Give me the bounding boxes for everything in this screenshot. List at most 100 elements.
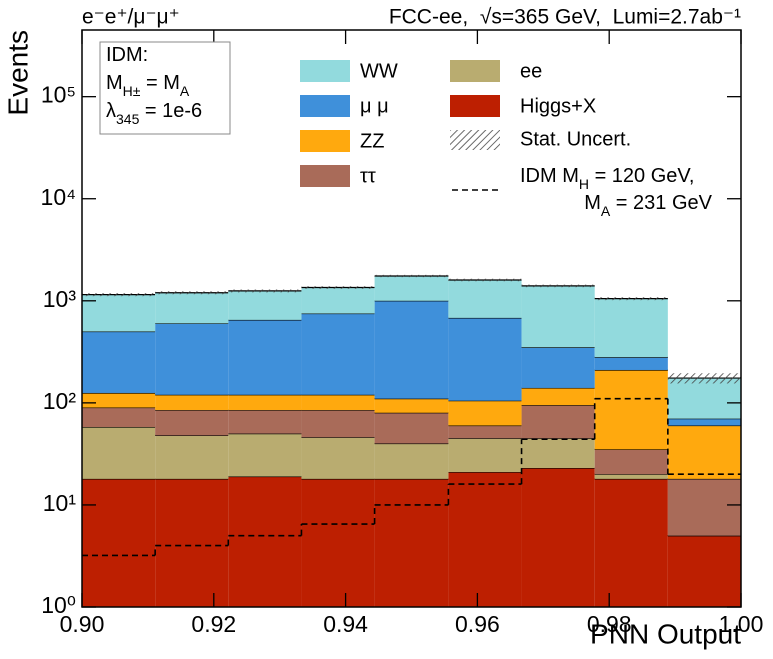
histogram-segment	[594, 357, 668, 370]
histogram-segment	[301, 478, 375, 607]
x-tick-label: 0.98	[587, 611, 632, 637]
legend-label-part: H	[579, 176, 589, 192]
stat-uncertainty	[448, 278, 522, 282]
histogram-segment	[667, 378, 741, 419]
histogram-segment	[448, 400, 522, 426]
legend-label-part: M	[584, 192, 601, 214]
x-tick-label: 1.00	[719, 611, 764, 637]
x-axis-label: PNN Output	[590, 618, 741, 649]
info-box	[99, 41, 231, 135]
legend-label: μ μ	[360, 95, 389, 117]
legend-label: MA = 231 GeV	[584, 192, 712, 218]
y-axis-label: Events	[2, 30, 33, 116]
histogram-segment	[374, 478, 449, 607]
plot-area	[82, 274, 741, 607]
legend-label: WW	[360, 60, 398, 82]
histogram-segment	[448, 279, 522, 318]
info-text: λ345 = 1e-6	[106, 100, 202, 126]
histogram-segment	[155, 410, 229, 436]
histogram-segment	[301, 410, 375, 438]
stat-uncertainty	[374, 274, 449, 278]
info-text: MH± = MA	[106, 72, 190, 98]
histogram-segment	[228, 433, 302, 477]
histogram-segment	[594, 369, 668, 450]
stat-uncertainty	[594, 297, 668, 301]
histogram-segment	[667, 478, 741, 536]
histogram-segment	[667, 535, 741, 607]
histogram-segment	[155, 292, 229, 324]
histogram-segment	[155, 394, 229, 411]
histogram-segment	[667, 418, 741, 426]
histogram-segment	[374, 398, 449, 413]
header-right: FCC-ee, √s=365 GeV, Lumi=2.7ab⁻¹	[389, 6, 741, 29]
legend-swatch	[450, 95, 500, 117]
legend-swatch	[300, 130, 350, 152]
legend-label: ZZ	[360, 130, 384, 152]
info-text-part: H±	[123, 83, 141, 99]
legend-label-part: IDM M	[520, 165, 579, 187]
histogram-segment	[594, 474, 668, 479]
legend-label-part: = 120 GeV,	[589, 165, 694, 187]
legend-label-part: A	[601, 203, 611, 219]
histogram-segment	[448, 438, 522, 473]
legend-label-part: = 231 GeV	[610, 192, 712, 214]
plot-frame	[81, 29, 742, 608]
info-text-part: 345	[116, 111, 140, 127]
y-tick-label: 10²	[43, 388, 77, 414]
histogram-segment	[374, 300, 449, 399]
stat-uncertainty	[155, 291, 229, 295]
legend-swatch	[300, 60, 350, 82]
legend-label: ee	[520, 60, 542, 82]
histogram-segment	[82, 427, 156, 479]
histogram-segment	[521, 438, 595, 469]
histogram-segment	[374, 275, 449, 301]
histogram-segment	[228, 319, 302, 395]
info-text-part: IDM:	[106, 44, 148, 66]
info-text-part: M	[106, 72, 123, 94]
histogram-segment	[155, 435, 229, 479]
histogram-segment	[521, 405, 595, 439]
histogram-segment	[82, 392, 156, 408]
y-tick-label: 10¹	[43, 490, 77, 516]
stat-uncertainty	[301, 286, 375, 289]
histogram-segment	[521, 285, 595, 348]
y-tick-label: 10⁰	[41, 592, 76, 618]
info-text-part: λ	[106, 100, 116, 122]
histogram-segment	[594, 478, 668, 607]
y-tick-label: 10³	[43, 286, 77, 312]
histogram-segment	[521, 347, 595, 388]
stat-uncertainty	[82, 293, 156, 297]
legend-label: ττ	[360, 165, 376, 187]
legend-label: Stat. Uncert.	[520, 128, 631, 150]
x-tick-label: 0.90	[60, 611, 105, 637]
histogram-segment	[82, 294, 156, 332]
histogram-segment	[82, 331, 156, 393]
histogram-segment	[228, 476, 302, 607]
x-tick-label: 0.94	[323, 611, 368, 637]
legend-swatch	[450, 130, 500, 150]
histogram-segment	[228, 290, 302, 320]
histogram-segment	[448, 425, 522, 439]
info-text-part: = M	[140, 72, 179, 94]
stat-uncertainty	[667, 373, 741, 384]
histogram-segment	[521, 387, 595, 406]
histogram-segment	[228, 394, 302, 411]
x-tick-label: 0.92	[191, 611, 236, 637]
y-tick-label: 10⁵	[41, 82, 76, 108]
histogram-segment	[448, 317, 522, 401]
info-text-part: A	[180, 83, 190, 99]
histogram-segment	[374, 443, 449, 479]
histogram-segment	[667, 425, 741, 479]
legend-swatch	[300, 95, 350, 117]
legend-label: Higgs+X	[520, 95, 596, 117]
info-text: IDM:	[106, 44, 148, 66]
histogram-segment	[594, 449, 668, 475]
legend-swatch	[300, 165, 350, 187]
histogram-segment	[155, 323, 229, 395]
stat-uncertainty	[521, 284, 595, 288]
histogram-segment	[374, 412, 449, 444]
y-tick-label: 10⁴	[41, 184, 76, 210]
histogram-segment	[228, 410, 302, 434]
stat-uncertainty	[228, 289, 302, 293]
